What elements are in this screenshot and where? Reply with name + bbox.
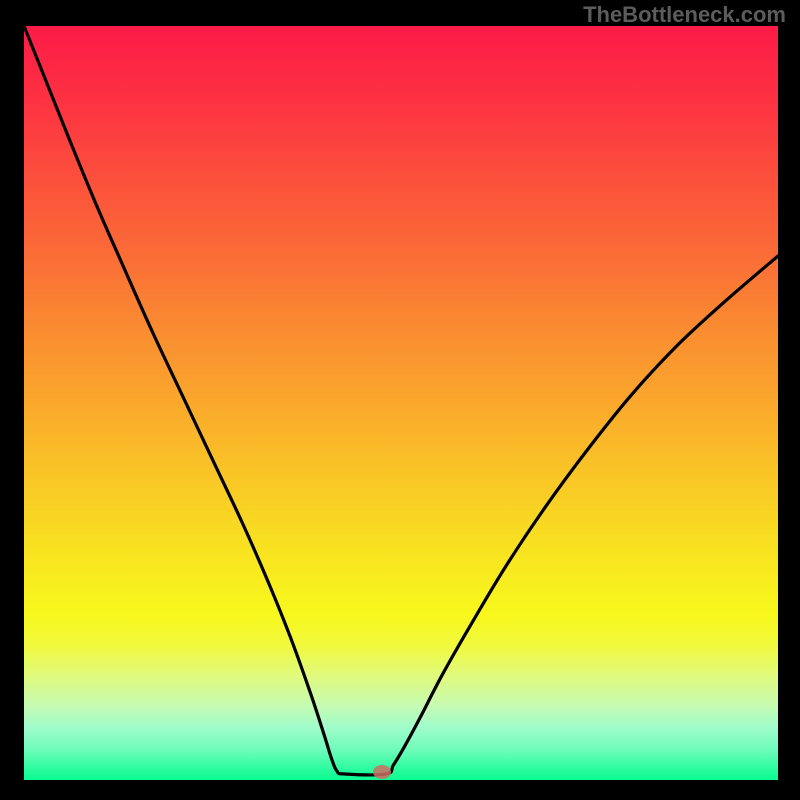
bottleneck-curve <box>24 26 778 780</box>
optimal-point-marker <box>373 765 391 779</box>
chart-outer <box>0 0 800 800</box>
plot-area <box>24 26 778 780</box>
watermark-text: TheBottleneck.com <box>583 2 786 28</box>
